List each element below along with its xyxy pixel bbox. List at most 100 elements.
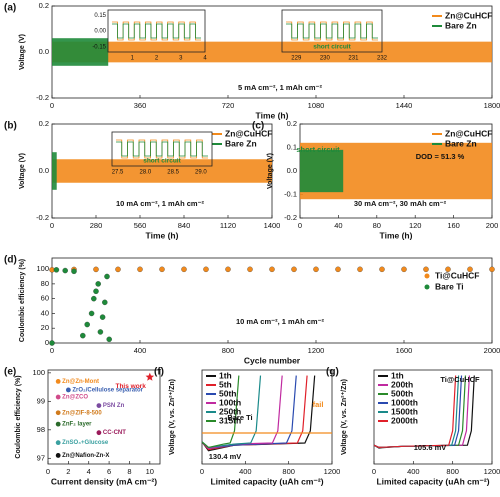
data-point [95, 281, 101, 287]
x-tick-label: 10 [146, 467, 154, 476]
point-label: Zn@ZCO [62, 395, 88, 401]
data-point [88, 310, 95, 317]
legend-label: 500th [391, 388, 413, 398]
data-point [102, 299, 108, 306]
inset-x-tick-label: 29.0 [195, 170, 207, 176]
x-tick-label: 80 [373, 221, 381, 230]
y-tick-label: 20 [41, 323, 49, 332]
x-axis-label: Limited capacity (uAh cm⁻²) [210, 476, 323, 486]
legend-label: Zn@CuHCF [445, 10, 492, 20]
legend-marker [424, 273, 430, 279]
inset-frame [107, 9, 206, 53]
x-tick-label: 200 [486, 221, 499, 230]
x-axis-label: Time (h) [256, 110, 289, 120]
annotation: 5 mA cm⁻², 1 mAh cm⁻² [238, 83, 322, 92]
data-point [55, 440, 61, 446]
annotation: 10 mA cm⁻², 1 mAh cm⁻² [116, 199, 205, 208]
data-point [291, 266, 297, 273]
y-tick-label: 80 [41, 279, 49, 288]
x-tick-label: 400 [134, 346, 147, 355]
x-tick-label: 1120 [220, 221, 236, 230]
y-tick-label: -0.2 [284, 213, 297, 222]
panel-label: (a) [4, 3, 16, 14]
x-tick-label: 160 [447, 221, 460, 230]
data-point [357, 266, 363, 273]
x-tick-label: 0 [200, 467, 204, 476]
inset-trace [112, 23, 201, 39]
annotation: Ti@CuHCF [440, 375, 480, 384]
data-point [55, 421, 61, 427]
y-tick-label: -0.1 [284, 189, 297, 198]
inset-x-tick-label: 3 [179, 56, 183, 62]
y-tick-label: 100 [32, 368, 45, 377]
data-point [106, 336, 112, 343]
data-point [313, 266, 319, 273]
data-point [71, 268, 77, 275]
data-point [93, 266, 99, 273]
point-label: Zn@Nafion-Zn-X [62, 453, 109, 459]
y-axis-label: Voltage (V) [19, 34, 26, 70]
inset-x-tick-label: 27.5 [112, 170, 124, 176]
x-tick-label: 2000 [484, 346, 500, 355]
x-axis-label: Cycle number [244, 355, 301, 365]
y-tick-label: 0.2 [287, 119, 297, 128]
x-tick-label: 6 [107, 467, 111, 476]
voltage-curve [201, 375, 283, 450]
plot-frame [51, 257, 493, 344]
voltage-band [300, 149, 344, 193]
inset-annotation: short circuit [143, 158, 181, 165]
inset-x-tick-label: 28.0 [139, 170, 151, 176]
data-point [247, 266, 253, 273]
data-point [269, 266, 275, 273]
point-label: Zn@ZIF-8-500 [62, 410, 102, 416]
x-tick-label: 40 [334, 221, 342, 230]
panel-label: (c) [252, 121, 264, 132]
x-axis-label: Time (h) [146, 230, 179, 240]
data-point [401, 266, 407, 273]
inset-x-tick-label: 2 [155, 56, 159, 62]
y-tick-label: 98 [37, 425, 45, 434]
y-axis-label: Voltage (V, vs. Zn²⁺/Zn) [169, 379, 176, 455]
legend-label: Bare Zn [445, 138, 477, 148]
voltage-band [52, 159, 272, 183]
legend-label: 1500th [391, 406, 418, 416]
panel-label: (g) [326, 367, 339, 378]
voltage-curve [201, 375, 240, 449]
y-axis-label: Voltage (V, vs. Zn²⁺/Zn) [341, 379, 348, 455]
data-point [53, 267, 60, 273]
data-point [137, 266, 143, 273]
data-point [489, 266, 495, 273]
inset-y-tick-label: 0.00 [94, 29, 106, 35]
data-point [93, 288, 99, 295]
x-tick-label: 1080 [308, 101, 325, 110]
voltage-band [52, 38, 109, 66]
legend-label: 1000th [391, 397, 418, 407]
data-point [49, 340, 55, 346]
data-point [335, 266, 341, 273]
annotation: 10 mA cm⁻², 1 mAh cm⁻² [236, 317, 325, 326]
x-axis-label: Limited capacity (uAh cm⁻²) [376, 476, 489, 486]
data-point [181, 266, 187, 273]
annotation: Bare Ti [227, 413, 252, 422]
x-tick-label: 0 [46, 467, 50, 476]
data-point [80, 332, 86, 339]
inset-trace [116, 141, 208, 157]
data-point [62, 267, 68, 274]
x-tick-label: 1440 [396, 101, 413, 110]
x-tick-label: 800 [446, 467, 459, 476]
annotation: 30 mA cm⁻², 30 mAh cm⁻² [354, 199, 447, 208]
point-label: ZnF₂ layer [62, 422, 92, 428]
legend-label: Zn@CuHCF [225, 128, 272, 138]
inset-trace [286, 23, 378, 39]
annotation: DOD = 51.3 % [416, 152, 465, 161]
y-tick-label: 0.0 [39, 47, 49, 56]
legend-label: 1th [391, 370, 404, 380]
point-label: ZrO₂/Cellulose separator [72, 388, 143, 394]
x-tick-label: 0 [50, 221, 54, 230]
y-axis-label: Voltage (V) [267, 153, 274, 189]
inset-annotation: short circuit [313, 44, 351, 51]
x-axis-label: Current density (mA cm⁻²) [51, 476, 157, 486]
inset-x-tick-label: 230 [320, 56, 331, 62]
legend-label: Bare Ti [435, 281, 464, 291]
inset-y-tick-label: 0.15 [94, 13, 106, 19]
